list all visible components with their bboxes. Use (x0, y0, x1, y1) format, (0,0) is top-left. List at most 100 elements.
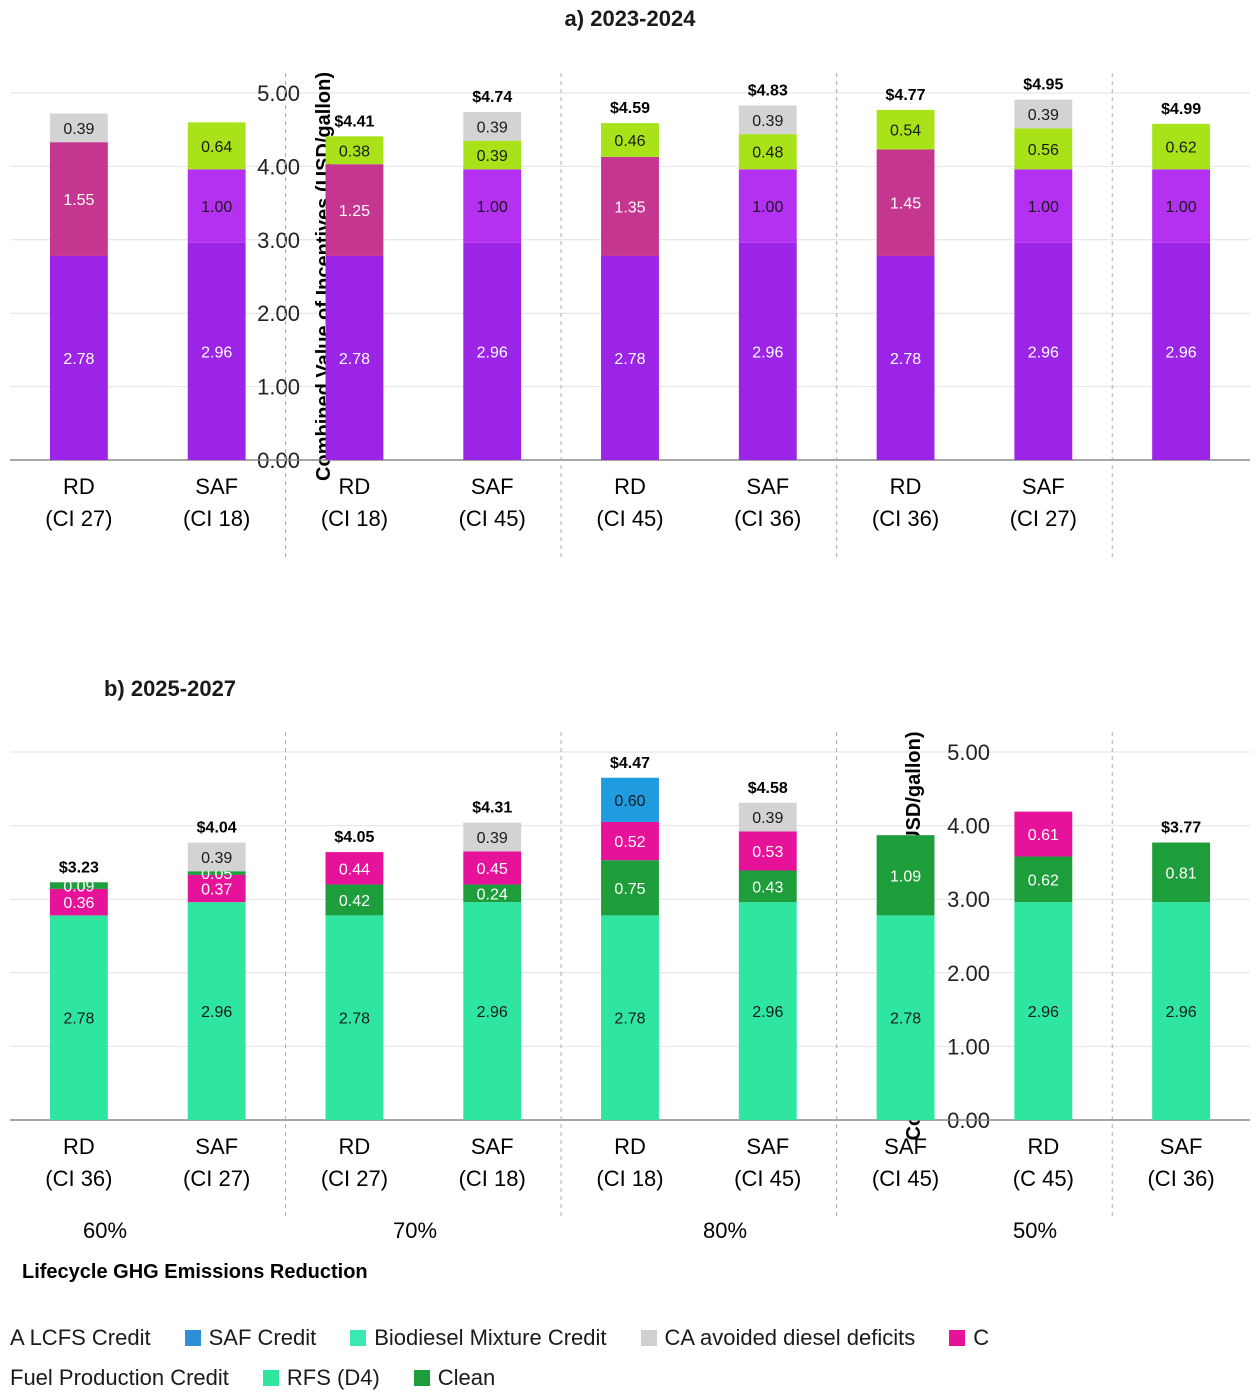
data-label: 2.78 (890, 1011, 921, 1028)
bar-segment (1014, 169, 1073, 243)
data-label: 1.25 (339, 203, 370, 220)
x-tick-fuel: RD (614, 474, 646, 499)
x-tick-ci: (CI 27) (1010, 506, 1077, 531)
data-label: 0.36 (63, 895, 94, 912)
data-label: 2.78 (339, 1011, 370, 1028)
total-label: $4.41 (334, 113, 374, 130)
x-tick-fuel: SAF (1160, 1134, 1203, 1159)
data-label: 0.44 (339, 861, 370, 878)
legend-swatch (262, 1370, 279, 1386)
y-tick-label: 4.00 (947, 814, 990, 839)
bar-segment (187, 902, 246, 1120)
bar-segment (1014, 128, 1073, 170)
legend-swatch (350, 1330, 367, 1346)
data-label: 0.75 (614, 881, 645, 898)
data-label: 0.46 (614, 133, 645, 150)
data-label: 1.35 (614, 199, 645, 216)
bar-segment (738, 242, 797, 460)
bar-segment (187, 842, 246, 872)
y-tick-label: 5.00 (947, 740, 990, 765)
data-label: 0.60 (614, 793, 645, 810)
x-tick-fuel: SAF (471, 1134, 514, 1159)
x-tick-fuel: SAF (195, 474, 238, 499)
x-tick-ci: (CI 27) (321, 1166, 388, 1191)
legend-label: SAF Credit (208, 1325, 317, 1350)
bar-segment (463, 851, 522, 885)
bar-segment (325, 852, 384, 885)
bar-segment (325, 884, 384, 916)
bar-segment (1014, 902, 1073, 1120)
bar-segment (325, 915, 384, 1120)
bar-segment (463, 822, 522, 852)
bar-segment (187, 871, 246, 875)
data-label: 0.52 (614, 834, 645, 851)
data-label: 2.96 (477, 344, 508, 361)
bar-segment (738, 831, 797, 871)
data-label: 2.96 (1166, 344, 1197, 361)
data-label: 0.61 (1028, 827, 1059, 844)
data-label: 1.45 (890, 196, 921, 213)
bar-segment (601, 860, 659, 916)
legend-item: RFS (D4) (262, 1365, 380, 1391)
bar-segment (738, 134, 797, 170)
bar-segment (876, 149, 935, 256)
total-label: $4.74 (472, 89, 512, 106)
data-label: 2.96 (1166, 1004, 1197, 1021)
bar-segment (325, 164, 384, 256)
bar-segment (876, 255, 935, 460)
total-label: $4.95 (1023, 77, 1063, 94)
data-label: 2.96 (752, 344, 783, 361)
bar-segment (738, 870, 797, 903)
bar-segment (463, 242, 522, 460)
total-label: $4.05 (334, 829, 374, 846)
bar-segment (876, 915, 935, 1120)
bar-segment (463, 169, 522, 243)
data-label: 0.39 (477, 148, 508, 165)
data-label: 2.78 (63, 351, 94, 368)
x-tick-ci: (CI 45) (459, 506, 526, 531)
bar-segment (187, 169, 246, 243)
x-tick-fuel: RD (339, 1134, 371, 1159)
x-tick-fuel: RD (614, 1134, 646, 1159)
data-label: 2.78 (614, 1011, 645, 1028)
y-tick-label: 5.00 (257, 81, 300, 106)
legend: A LCFS Credit SAF Credit Biodiesel Mixture… (10, 1318, 1250, 1398)
legend-item: Fuel Production Credit (10, 1365, 229, 1391)
data-label: 1.00 (201, 199, 232, 216)
data-label: 2.96 (1028, 344, 1059, 361)
x-tick-ci: (CI 36) (1147, 1166, 1214, 1191)
bar-segment (187, 122, 246, 170)
total-label: $3.77 (1161, 820, 1201, 837)
bar-segment (49, 255, 108, 460)
bar-segment (1152, 123, 1211, 170)
x-tick-fuel: RD (63, 474, 95, 499)
data-label: 0.64 (201, 139, 232, 156)
group-label: 70% (393, 1218, 437, 1243)
data-label: 0.56 (1028, 142, 1059, 159)
bar-segment (325, 255, 384, 460)
data-label: 2.78 (614, 351, 645, 368)
data-label: 0.62 (1028, 872, 1059, 889)
bar-segment (1152, 169, 1211, 243)
x-tick-fuel: RD (1027, 1134, 1059, 1159)
legend-swatch (413, 1370, 430, 1386)
bar-segment (876, 835, 935, 916)
bar-segment (738, 169, 797, 243)
x-tick-ci: (CI 36) (734, 506, 801, 531)
bar-segment (601, 821, 659, 861)
y-tick-label: 3.00 (947, 887, 990, 912)
legend-label: RFS (D4) (286, 1365, 380, 1390)
y-tick-label: 4.00 (257, 154, 300, 179)
x-tick-ci: (CI 36) (45, 1166, 112, 1191)
legend-item: SAF Credit (184, 1325, 317, 1351)
legend-label: Clean (437, 1365, 496, 1390)
bar-segment (601, 777, 659, 822)
x-tick-ci: (CI 45) (872, 1166, 939, 1191)
data-label: 1.00 (1166, 199, 1197, 216)
legend-label: Fuel Production Credit (10, 1365, 229, 1390)
legend-item: A LCFS Credit (10, 1325, 151, 1351)
bar-segment (601, 255, 659, 460)
data-label: 2.96 (201, 344, 232, 361)
bar-segment (1152, 902, 1211, 1120)
data-label: 2.78 (63, 1011, 94, 1028)
